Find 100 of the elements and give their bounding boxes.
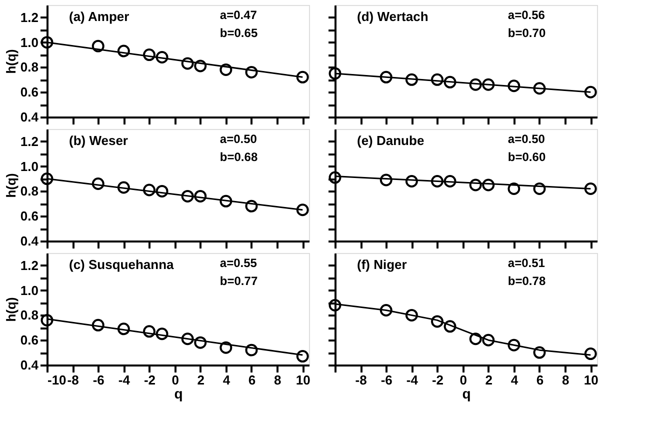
y-tick-label: 1.2 — [20, 134, 38, 149]
y-tick-label: 0.6 — [20, 208, 38, 224]
x-tick-label: -2 — [144, 372, 156, 388]
annotation: b=0.70 — [508, 26, 546, 40]
point — [533, 182, 546, 195]
x-tick-label: 4 — [222, 372, 231, 388]
point — [181, 57, 194, 70]
point — [584, 86, 597, 98]
x-tick-label: 8 — [562, 372, 570, 388]
point — [508, 80, 520, 92]
point — [380, 304, 392, 316]
x-tick-label: 4 — [510, 372, 519, 388]
x-tick-label: 2 — [197, 372, 204, 388]
x-tick-label: 0 — [172, 372, 179, 388]
point — [482, 78, 495, 91]
point — [469, 78, 482, 91]
chart-title: (c) Susquehanna — [69, 257, 175, 272]
x-tick-label: -6 — [380, 372, 392, 388]
point — [444, 175, 456, 188]
annotation: a=0.50 — [508, 132, 546, 146]
point — [220, 341, 232, 354]
x-tick-label: -8 — [67, 372, 79, 388]
point — [482, 178, 495, 192]
point — [143, 325, 156, 338]
annotation: b=0.77 — [220, 274, 258, 288]
y-axis-title: h(q) — [3, 173, 18, 198]
point — [143, 184, 156, 196]
point — [194, 190, 207, 202]
x-tick-label: -8 — [355, 372, 367, 388]
annotation: b=0.68 — [220, 150, 258, 164]
chart-title: (d) Wertach — [357, 9, 428, 24]
y-tick-label: 0.8 — [20, 60, 38, 75]
annotation: a=0.56 — [508, 8, 546, 22]
point — [296, 204, 309, 216]
point — [92, 40, 104, 52]
annotation: a=0.47 — [220, 8, 258, 22]
y-tick-label: 0.8 — [20, 308, 38, 323]
point — [533, 82, 546, 95]
annotation: a=0.51 — [508, 256, 546, 270]
y-axis-title: h(q) — [3, 49, 18, 74]
point — [296, 70, 309, 84]
point — [296, 350, 309, 363]
point — [508, 338, 520, 352]
point — [328, 67, 342, 80]
annotation: b=0.60 — [508, 150, 546, 164]
y-tick-label: 1.2 — [20, 10, 38, 25]
x-tick-label: 10 — [584, 372, 598, 388]
point — [245, 200, 258, 212]
x-tick-label: -10 — [48, 372, 66, 388]
x-tick-label: -4 — [406, 372, 419, 388]
point — [533, 346, 546, 359]
point — [405, 73, 418, 86]
point — [469, 178, 482, 192]
point — [92, 318, 104, 332]
point — [181, 332, 194, 346]
annotation: a=0.55 — [220, 256, 258, 270]
chart-title: (b) Weser — [69, 133, 128, 148]
point — [444, 76, 456, 88]
chart-title: (a) Amper — [69, 9, 130, 24]
x-tick-label: 10 — [296, 372, 310, 388]
point — [508, 182, 520, 195]
x-tick-label: -6 — [92, 372, 104, 388]
point — [156, 328, 168, 340]
point — [220, 194, 232, 208]
x-tick-label: -4 — [118, 372, 131, 388]
point — [220, 63, 232, 76]
annotation: a=0.50 — [220, 132, 258, 146]
x-tick-label: -2 — [432, 372, 444, 388]
y-tick-label: 1.0 — [20, 158, 38, 174]
y-tick-label: 0.6 — [20, 332, 38, 348]
x-axis-title: q — [174, 386, 183, 402]
point — [482, 334, 495, 346]
point — [469, 332, 482, 346]
point — [156, 184, 168, 198]
x-tick-label: 6 — [248, 372, 256, 388]
chart-title: (e) Danube — [357, 133, 424, 148]
x-tick-label: 8 — [274, 372, 282, 388]
point — [117, 322, 130, 336]
annotation: b=0.65 — [220, 26, 258, 40]
x-tick-label: 2 — [485, 372, 492, 388]
point — [245, 344, 258, 356]
point — [117, 44, 130, 58]
point — [431, 175, 444, 188]
point — [245, 66, 258, 78]
x-axis-title: q — [462, 386, 471, 402]
point — [143, 48, 156, 62]
point — [444, 320, 456, 333]
y-axis-title: h(q) — [3, 297, 18, 322]
y-tick-label: 0.4 — [20, 234, 40, 248]
point — [584, 182, 597, 195]
point — [431, 73, 444, 86]
point — [405, 308, 418, 322]
y-tick-label: 1.0 — [20, 282, 38, 298]
chart-title: (f) Niger — [357, 257, 407, 272]
point — [380, 174, 392, 186]
point — [194, 60, 207, 72]
annotation: b=0.78 — [508, 274, 546, 288]
y-tick-label: 0.6 — [20, 84, 38, 100]
point — [380, 70, 392, 84]
y-tick-label: 1.0 — [20, 34, 38, 50]
